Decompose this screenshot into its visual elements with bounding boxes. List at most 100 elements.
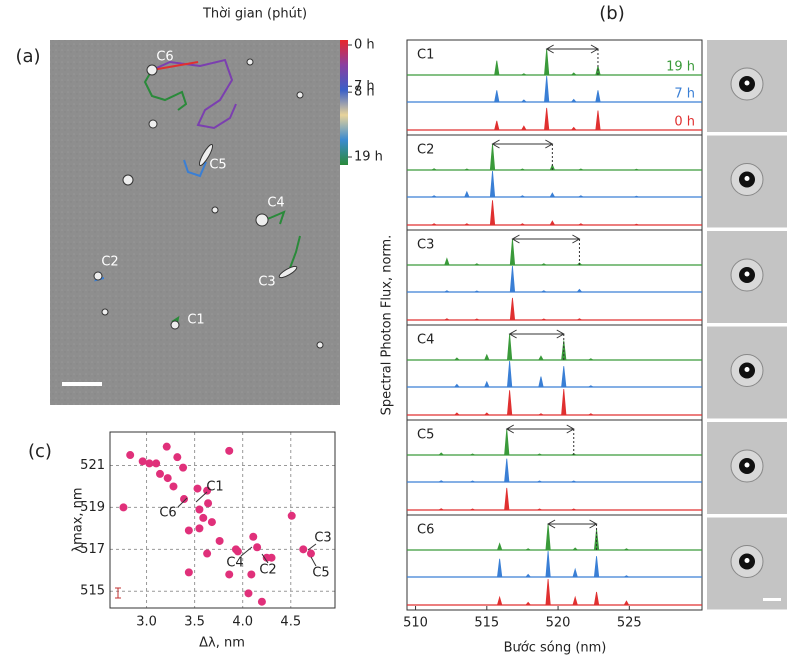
arrow-head (491, 139, 500, 149)
arrow-head (511, 234, 520, 244)
spectral-peak (577, 223, 585, 226)
spectral-peak (544, 48, 550, 76)
spectral-peak (484, 353, 490, 361)
spectral-peak (453, 412, 461, 416)
point (180, 495, 189, 504)
microbead-core (744, 558, 750, 563)
spectral-peak (538, 376, 544, 388)
scale-bar (62, 382, 102, 386)
spectral-peak (473, 263, 481, 266)
spectrum-title: C2 (417, 143, 434, 158)
spectral-peak (549, 220, 556, 226)
spectral-peak (470, 453, 475, 456)
spectral-peak (549, 192, 556, 198)
spectral-peak (595, 90, 601, 103)
spectral-peak (509, 297, 516, 321)
panel-label: (a) (15, 46, 40, 67)
spectral-peak (572, 595, 578, 606)
spectral-peak (541, 318, 547, 321)
y-tick-label: 519 (80, 500, 105, 515)
colorbar-tick-label: 19 h (354, 150, 383, 165)
spectral-peak (575, 318, 584, 321)
spectral-peak (545, 550, 551, 578)
spectrum-frame (406, 324, 703, 421)
spectral-peak (470, 508, 475, 511)
colorbar-tick-label: 0 h (354, 38, 375, 53)
spectral-peak (570, 126, 577, 131)
spectral-peak (489, 143, 496, 171)
point (287, 511, 296, 520)
spectral-peak (430, 168, 438, 171)
microbead-core (744, 80, 750, 86)
point (152, 459, 161, 468)
spectral-peak (496, 542, 503, 551)
arrow-head (547, 519, 556, 529)
microbead-core (744, 462, 750, 468)
point (207, 518, 216, 527)
legend-entry: 19 h (666, 60, 695, 75)
colorbar-title: Thời gian (phút) (202, 7, 307, 22)
spectral-peak (545, 523, 551, 551)
spectral-peak (561, 366, 567, 388)
spectral-peak (520, 99, 528, 103)
cell-label: C4 (267, 196, 284, 211)
spectral-peak (520, 73, 528, 76)
x-tick-label: 4.0 (232, 615, 253, 630)
point (244, 589, 253, 598)
spectral-peak (494, 120, 500, 131)
spectrum-title: C3 (417, 238, 434, 253)
annotation-leader (261, 553, 269, 564)
spectral-peak (622, 548, 631, 551)
spectral-peak (443, 290, 451, 293)
annotation-leader (177, 497, 188, 508)
spectral-peak (504, 487, 510, 511)
spectral-peak (494, 90, 500, 103)
annotation-leader (195, 491, 208, 503)
point (204, 499, 213, 508)
point (203, 549, 212, 558)
spectral-peak (525, 601, 532, 606)
spectral-peak (572, 567, 578, 578)
x-axis-label: Bước sóng (nm) (504, 641, 607, 656)
cell-label: C6 (156, 50, 173, 65)
annotation: C6 (159, 506, 176, 521)
point (145, 459, 154, 468)
spectral-peak (474, 318, 480, 321)
spectral-peak (540, 263, 548, 266)
point (193, 484, 202, 493)
colorbar (340, 40, 348, 165)
spectral-peak (506, 333, 513, 361)
legend-entry: 0 h (674, 115, 695, 130)
x-tick-label: 510 (403, 616, 428, 631)
spectral-peak (483, 412, 491, 416)
y-tick-label: 515 (80, 584, 105, 599)
point (253, 543, 262, 552)
micrograph (50, 40, 340, 405)
point (257, 597, 266, 606)
spectral-peak (430, 223, 438, 226)
annotation: C2 (259, 563, 276, 578)
point (195, 524, 204, 533)
microbead-core (744, 271, 750, 277)
x-tick-label: 3.0 (136, 615, 157, 630)
error-bar (115, 587, 121, 599)
cell-tracks (94, 58, 301, 329)
spectral-peak (538, 355, 544, 361)
annotation: C5 (312, 566, 329, 581)
spectral-peak (634, 168, 639, 171)
panel-label: (c) (28, 441, 52, 462)
spectral-peak (524, 548, 532, 551)
spectral-peak (545, 578, 551, 606)
spectral-peak (593, 591, 600, 606)
spectral-peak (444, 257, 450, 266)
spectrum-frame (406, 419, 703, 516)
spectral-peak (470, 480, 475, 483)
x-tick-label: 515 (474, 616, 499, 631)
spectral-peak (489, 200, 496, 226)
y-axis-label: Spectral Photon Flux, norm. (380, 235, 395, 416)
spectral-peak (504, 428, 510, 456)
spectral-peak (509, 265, 516, 293)
point (119, 503, 128, 512)
spectral-peak (518, 195, 527, 198)
point (299, 545, 308, 554)
